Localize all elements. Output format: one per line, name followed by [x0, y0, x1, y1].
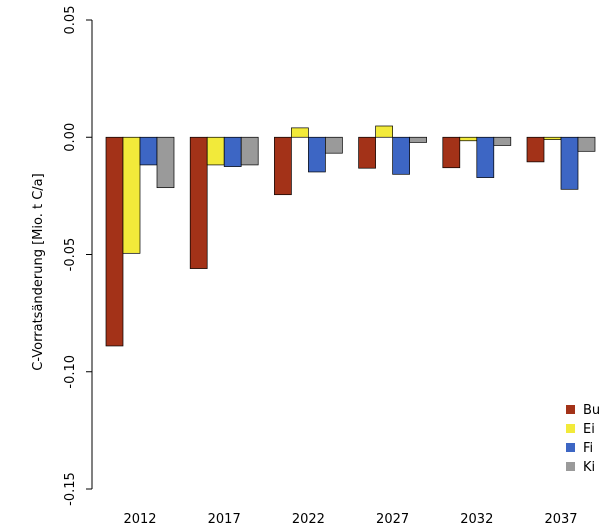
bar-ki-2027 [409, 136, 427, 143]
bar-ei-2027 [375, 125, 393, 138]
bar-ei-2017 [206, 136, 225, 166]
bar-ei-2032 [459, 136, 478, 142]
x-tick-label: 2037 [544, 512, 577, 527]
x-tick-label: 2032 [460, 512, 493, 527]
y-tick-label: -0.10 [63, 355, 78, 389]
bar-bu-2032 [442, 136, 461, 169]
legend-label-ki: Ki [583, 460, 595, 475]
bar-bu-2017 [189, 136, 208, 269]
x-axis-labels: 2012 2017 2022 2027 2032 2037 [123, 512, 577, 527]
bar-bu-2027 [358, 136, 376, 169]
bar-fi-2037 [560, 136, 579, 190]
legend-swatch-ki [566, 462, 575, 471]
x-tick-label: 2017 [208, 512, 241, 527]
bar-ei-2012 [122, 136, 141, 254]
bar-fi-2017 [223, 136, 242, 167]
legend-label-fi: Fi [583, 441, 593, 456]
legend-label-ei: Ei [583, 422, 595, 437]
bar-fi-2027 [392, 136, 410, 175]
y-tick-label: 0.05 [63, 6, 78, 35]
bar-ki-2032 [493, 136, 512, 146]
x-tick-label: 2027 [376, 512, 409, 527]
legend-swatch-bu [566, 405, 575, 414]
x-tick-label: 2012 [123, 512, 156, 527]
bar-bu-2037 [526, 136, 545, 163]
bar-fi-2032 [476, 136, 495, 178]
bar-bu-2012 [105, 136, 124, 347]
y-tick-label: -0.15 [63, 472, 78, 506]
bar-ei-2037 [543, 136, 562, 140]
y-tick-label: -0.05 [63, 238, 78, 272]
legend-label-bu: Bu [583, 403, 600, 418]
bar-ei-2022 [291, 127, 309, 138]
y-axis-label: C-Vorratsänderung [Mio. t C/a] [31, 173, 46, 370]
bars [105, 125, 596, 347]
bar-ki-2017 [240, 136, 259, 166]
y-tick-label: 0.00 [63, 123, 78, 152]
bar-ki-2012 [156, 136, 175, 189]
legend-swatch-fi [566, 443, 575, 452]
y-axis: -0.15 -0.10 -0.05 0.00 0.05 [63, 6, 93, 506]
bar-fi-2012 [139, 136, 158, 166]
bar-ki-2022 [325, 136, 343, 154]
bar-bu-2022 [274, 136, 292, 196]
bar-fi-2022 [308, 136, 326, 173]
bar-ki-2037 [577, 136, 596, 152]
legend-swatch-ei [566, 424, 575, 433]
x-tick-label: 2022 [292, 512, 325, 527]
legend: Bu Ei Fi Ki [566, 403, 600, 475]
